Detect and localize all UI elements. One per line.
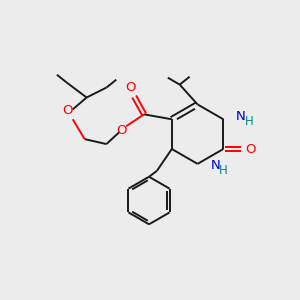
Text: O: O (125, 81, 136, 94)
Text: O: O (245, 142, 255, 155)
Text: H: H (245, 115, 254, 128)
Text: O: O (116, 124, 127, 137)
Text: H: H (219, 164, 228, 177)
Text: N: N (210, 159, 220, 172)
Text: O: O (62, 104, 73, 117)
Text: N: N (236, 110, 246, 123)
